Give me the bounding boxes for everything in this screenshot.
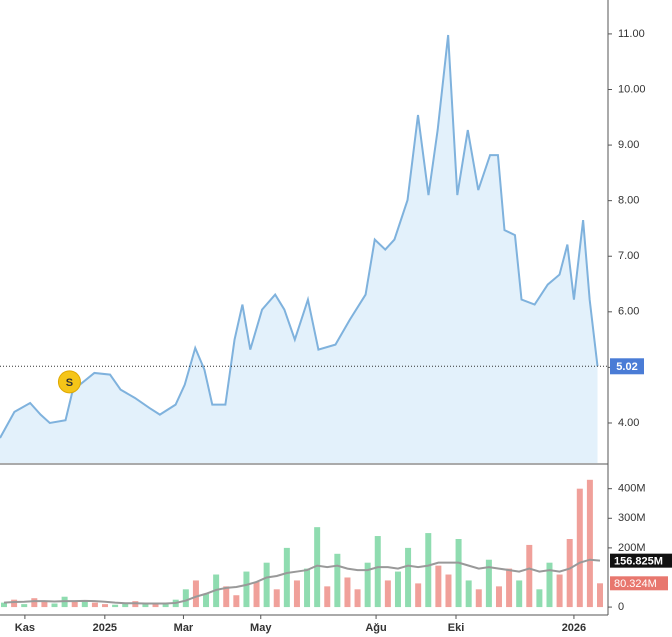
volume-bar	[102, 604, 109, 608]
volume-bar	[526, 544, 533, 608]
volume-bar	[364, 562, 371, 608]
volume-bar	[162, 602, 169, 608]
volume-bar	[314, 527, 321, 608]
volume-bar	[304, 568, 311, 608]
ma-label-box	[610, 553, 672, 568]
volume-bar	[51, 603, 58, 608]
volume-bar	[283, 547, 290, 608]
x-tick-label: Ağu	[365, 622, 386, 634]
volume-label: 80.324M	[614, 578, 657, 590]
y-tick-label: 9.00	[618, 139, 639, 151]
volume-bar	[576, 488, 583, 608]
volume-bar	[273, 589, 280, 608]
volume-bar	[203, 593, 210, 608]
y-tick-label: 7.00	[618, 250, 639, 262]
volume-bar	[384, 580, 391, 608]
volume-bar	[495, 586, 502, 608]
volume-label-box	[610, 576, 668, 591]
x-tick-label: Mar	[174, 622, 194, 634]
volume-bar	[425, 533, 432, 608]
volume-bar	[586, 479, 593, 608]
y-tick-label: 6.00	[618, 306, 639, 318]
area-fill	[0, 35, 598, 463]
current-price-box	[610, 358, 644, 375]
volume-bar	[344, 577, 351, 608]
volume-bar	[81, 600, 88, 608]
y-tick-label: 4.00	[618, 417, 639, 429]
volume-bar	[233, 595, 240, 608]
volume-ma-line	[3, 558, 601, 605]
volume-bar	[182, 589, 189, 608]
y-tick-label: 11.00	[618, 28, 645, 40]
current-price-label: 5.02	[616, 361, 637, 373]
y-tick-label: 10.00	[618, 83, 646, 95]
price-line	[0, 34, 599, 439]
volume-bar	[536, 589, 543, 608]
volume-bar	[192, 580, 199, 608]
volume-bar	[465, 580, 472, 608]
volume-bar	[21, 604, 28, 608]
volume-bar	[556, 574, 563, 608]
volume-bar	[597, 583, 603, 608]
x-tick-label: Kas	[15, 622, 35, 634]
volume-bar	[31, 598, 38, 608]
volume-bar	[445, 574, 452, 608]
volume-bar	[435, 565, 442, 608]
volume-bar	[122, 602, 129, 608]
y-tick-label: 400M	[618, 483, 646, 495]
split-marker	[57, 370, 81, 394]
volume-bar	[374, 536, 381, 608]
x-tick-label: 2025	[93, 622, 117, 634]
volume-bar	[566, 539, 573, 608]
y-tick-label: 200M	[618, 542, 646, 554]
split-marker-label: S	[66, 377, 73, 389]
volume-bar	[415, 583, 422, 608]
volume-bar	[41, 601, 48, 608]
volume-bar	[71, 601, 78, 608]
volume-bar	[475, 589, 482, 608]
volume-bar	[243, 571, 250, 608]
volume-bar	[394, 571, 401, 608]
volume-bar	[485, 559, 492, 608]
volume-bar	[1, 602, 7, 608]
y-tick-label: 0	[618, 601, 624, 613]
volume-bar	[455, 539, 462, 608]
y-tick-label: 8.00	[618, 195, 639, 207]
x-tick-label: Eki	[448, 622, 465, 634]
volume-bar	[253, 581, 260, 608]
volume-bar	[354, 589, 361, 608]
volume-bar	[91, 602, 98, 608]
ma-label: 156.825M	[614, 556, 663, 568]
volume-bar	[142, 603, 149, 608]
volume-bar	[11, 599, 18, 608]
y-tick-label: 300M	[618, 512, 646, 524]
volume-bar	[223, 586, 230, 608]
volume-bar	[516, 580, 523, 608]
volume-bar	[112, 604, 119, 608]
volume-bar	[405, 547, 412, 608]
volume-bar	[152, 604, 159, 608]
volume-bar	[263, 562, 270, 608]
volume-bar	[334, 553, 341, 608]
volume-bar	[293, 580, 300, 608]
x-tick-label: 2026	[562, 622, 586, 634]
volume-bar	[546, 562, 553, 608]
x-tick-label: May	[250, 622, 272, 634]
volume-bar	[506, 568, 513, 608]
volume-bar	[324, 586, 331, 608]
